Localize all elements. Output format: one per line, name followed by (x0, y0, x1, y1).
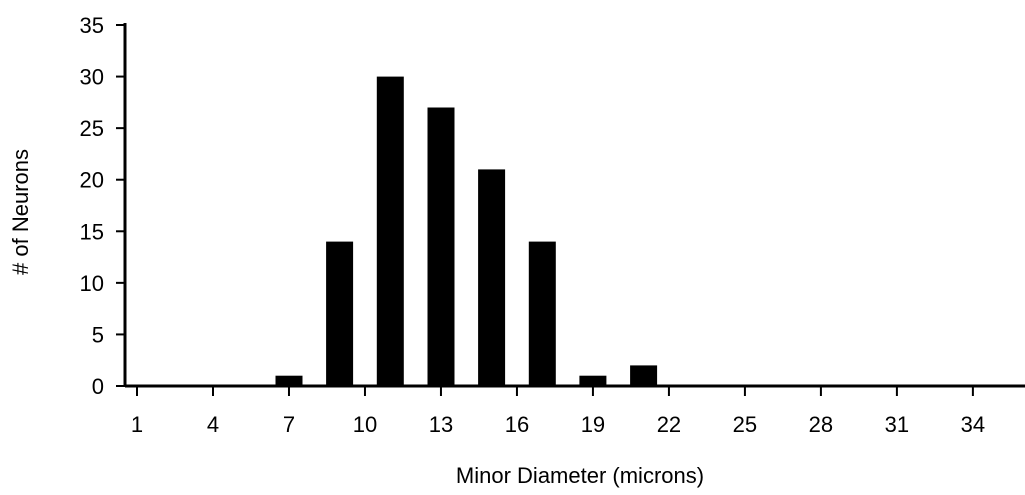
y-tick-label: 35 (80, 13, 104, 38)
bars-group (275, 76, 658, 386)
bar-17 (528, 241, 556, 386)
x-tick-label: 13 (429, 412, 453, 437)
bar-19 (579, 375, 607, 386)
x-tick-label: 10 (353, 412, 377, 437)
y-tick-label: 10 (80, 271, 104, 296)
y-tick-label: 0 (92, 374, 104, 399)
bar-21 (630, 365, 658, 386)
x-tick-label: 31 (885, 412, 909, 437)
x-tick-label: 22 (657, 412, 681, 437)
bar-15 (478, 169, 506, 386)
x-tick-label: 7 (283, 412, 295, 437)
y-tick-label: 15 (80, 219, 104, 244)
x-tick-label: 34 (961, 412, 985, 437)
x-axis-title: Minor Diameter (microns) (456, 463, 704, 488)
bar-9 (326, 241, 354, 386)
y-tick-label: 20 (80, 168, 104, 193)
bar-11 (376, 76, 404, 386)
x-tick-label: 4 (207, 412, 219, 437)
y-tick-label: 30 (80, 65, 104, 90)
y-axis-ticks: 0 5 10 15 20 25 30 35 (80, 13, 125, 399)
x-tick-label: 1 (131, 412, 143, 437)
x-tick-label: 25 (733, 412, 757, 437)
bar-13 (427, 107, 455, 386)
x-tick-label: 16 (505, 412, 529, 437)
bar-7 (275, 375, 303, 386)
y-axis-title: # of Neurons (8, 149, 33, 275)
y-tick-label: 25 (80, 116, 104, 141)
x-axis-ticks: 1 4 7 10 13 16 19 22 25 28 31 34 (131, 386, 985, 437)
x-tick-label: 19 (581, 412, 605, 437)
x-tick-label: 28 (809, 412, 833, 437)
y-tick-label: 5 (92, 322, 104, 347)
